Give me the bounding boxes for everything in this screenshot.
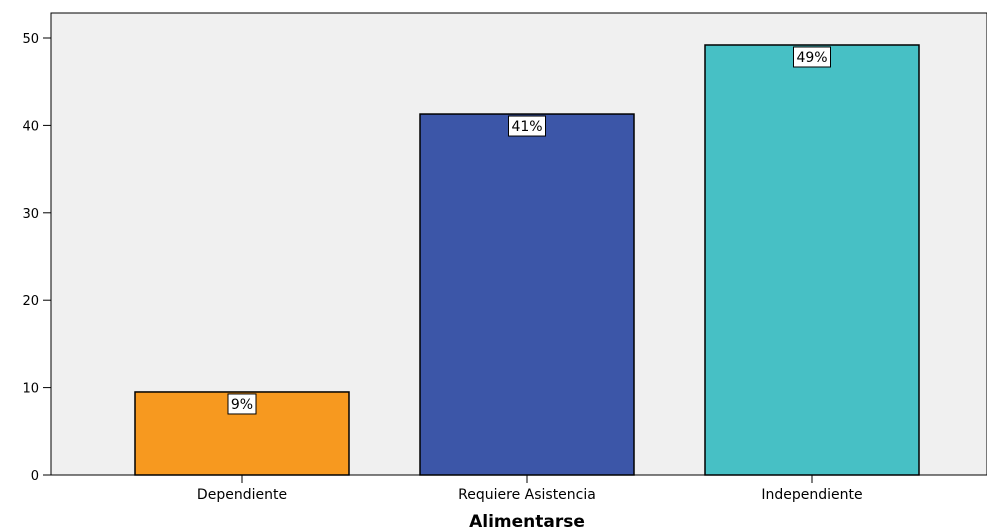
- data-label-box: [508, 115, 546, 137]
- x-category-label: Requiere Asistencia: [458, 487, 596, 503]
- data-label-box: [793, 46, 831, 68]
- y-tick-label: 20: [22, 294, 39, 309]
- bar-independiente: [704, 44, 920, 476]
- y-tick-label: 30: [22, 207, 39, 222]
- y-tick-label: 50: [22, 32, 39, 47]
- y-tick-label: 10: [22, 382, 39, 397]
- y-tick-label: 0: [31, 469, 39, 484]
- y-tick-label: 40: [22, 119, 39, 134]
- data-label-box: [227, 393, 257, 415]
- data-label: 41%: [511, 119, 542, 135]
- x-category-label: Independiente: [761, 487, 862, 503]
- data-label: 9%: [231, 397, 253, 413]
- x-category-label: Dependiente: [197, 487, 287, 503]
- x-axis-title: Alimentarse: [469, 512, 585, 532]
- bar-requiere-asistencia: [419, 113, 635, 476]
- data-label: 49%: [796, 50, 827, 66]
